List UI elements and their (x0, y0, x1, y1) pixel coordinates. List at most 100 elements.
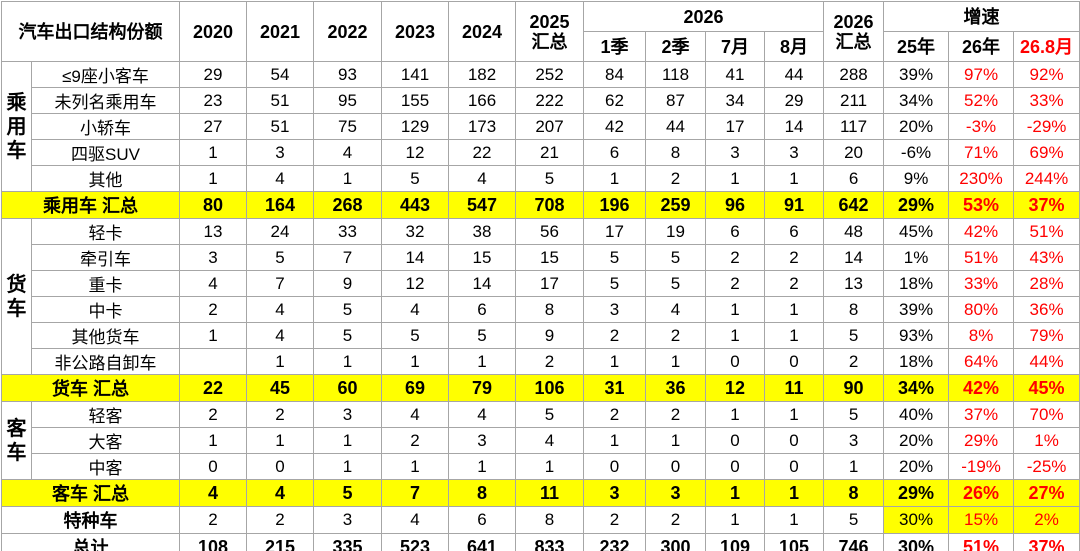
cell: 44% (1013, 348, 1080, 375)
cell: 87 (645, 87, 706, 114)
cell: 106 (515, 374, 584, 402)
cell: 42% (948, 218, 1015, 245)
cell: 4 (381, 296, 449, 323)
title: 汽车出口结构份额 (1, 1, 180, 62)
cell: 288 (823, 61, 885, 88)
cell: 5 (313, 479, 382, 507)
cell: 708 (515, 191, 584, 219)
year-total: 2025 汇总 (515, 1, 584, 62)
cell: 196 (583, 191, 646, 219)
cell: 62 (583, 87, 646, 114)
cell: 2 (823, 348, 885, 375)
cell: 8 (823, 296, 885, 323)
cell: 6 (448, 506, 516, 534)
cell: 71% (948, 139, 1015, 166)
cell: 1% (1013, 427, 1080, 454)
cell: 4 (381, 506, 449, 534)
cell: 20 (823, 139, 885, 166)
cell: 12 (381, 270, 449, 297)
cell: 1 (448, 453, 516, 480)
cell: 1 (313, 427, 382, 454)
cell: 80 (179, 191, 247, 219)
cell: 44 (645, 113, 706, 140)
cell: 268 (313, 191, 382, 219)
cell: 0 (705, 427, 765, 454)
cell: 0 (583, 453, 646, 480)
cell: 39% (883, 296, 950, 323)
cell: 5 (583, 244, 646, 271)
cell: 1 (763, 165, 825, 192)
cell: 18% (883, 348, 950, 375)
cell: 19 (645, 218, 706, 245)
cell: 4 (448, 165, 516, 192)
row: 四驱SUV 1 3 4 12 22 21 6 8 3 3 20 -6% 71% 69% (2, 139, 1080, 166)
cell: 2 (705, 270, 765, 297)
row-label: 非公路自卸车 (31, 348, 180, 375)
cell: 9% (883, 165, 950, 192)
cell: 40% (883, 401, 950, 428)
cell: 2 (246, 401, 314, 428)
growth-period: 26.8月 (1013, 31, 1080, 62)
cell: 1 (583, 165, 646, 192)
cell: 70% (1013, 401, 1080, 428)
cell: 27% (1013, 479, 1080, 507)
table-header: 汽车出口结构份额 2020 2021 2022 2023 2024 2025 汇总… (1, 1, 1080, 62)
cell: 23 (179, 87, 247, 114)
cell: 29 (179, 61, 247, 88)
cell: -19% (948, 453, 1015, 480)
cell: 2% (1013, 506, 1080, 534)
row-label: 总计 (1, 533, 180, 551)
cell: 2 (381, 427, 449, 454)
year-total: 2026 汇总 (823, 1, 885, 62)
row: 中客 0 0 1 1 1 1 0 0 0 0 1 20% -19% -25% (2, 453, 1080, 480)
cell: 1 (763, 401, 825, 428)
cell: 29 (763, 87, 825, 114)
cell: 24 (246, 218, 314, 245)
cell: 3 (763, 139, 825, 166)
cell: 259 (645, 191, 706, 219)
cell: 29% (883, 191, 950, 219)
cell: -29% (1013, 113, 1080, 140)
cell: 0 (763, 453, 825, 480)
cell: 1 (515, 453, 584, 480)
cell: 3 (645, 479, 706, 507)
cell: 4 (179, 479, 247, 507)
cell: 6 (705, 218, 765, 245)
cell: 1 (313, 348, 382, 375)
special-row: 特种车 2 2 3 4 6 8 2 2 1 1 5 30% 15% 2% (1, 506, 1080, 534)
cell: 26% (948, 479, 1015, 507)
subtotal-row: 乘用车 汇总 80 164 268 443 547 708 196 259 96 91 642 29% 5… (1, 191, 1080, 219)
cell: 5 (246, 244, 314, 271)
row: 未列名乘用车 23 51 95 155 166 222 62 87 34 29 211 34% 52% 33… (2, 87, 1080, 114)
cell: 51% (1013, 218, 1080, 245)
cell: 155 (381, 87, 449, 114)
growth-group: 增速 (883, 1, 1080, 32)
cell: 28% (1013, 270, 1080, 297)
cell: 20% (883, 427, 950, 454)
row: 客车 轻客 2 2 3 4 4 5 2 2 1 1 5 40% 37% 70% (1, 401, 1080, 480)
cell: 27 (179, 113, 247, 140)
cell: 45 (246, 374, 314, 402)
year: 2022 (313, 1, 382, 62)
cell: 56 (515, 218, 584, 245)
cell: 34% (883, 374, 950, 402)
cell: 2 (246, 506, 314, 534)
cell: 8 (515, 506, 584, 534)
row: 小轿车 27 51 75 129 173 207 42 44 17 14 117 20% -3% -29% (2, 113, 1080, 140)
cell: 37% (1013, 191, 1080, 219)
cell: 17 (515, 270, 584, 297)
cell: 8 (645, 139, 706, 166)
cell: 118 (645, 61, 706, 88)
period: 1季 (583, 31, 646, 62)
cell: 2 (583, 401, 646, 428)
cell: 29% (883, 479, 950, 507)
cell: 0 (645, 453, 706, 480)
row-label: 其他 (31, 165, 180, 192)
cell: 5 (823, 401, 885, 428)
cell: 13 (179, 218, 247, 245)
cell: 32 (381, 218, 449, 245)
year: 2024 (448, 1, 516, 62)
year: 2025 (529, 11, 570, 32)
cell: 30% (883, 506, 950, 534)
